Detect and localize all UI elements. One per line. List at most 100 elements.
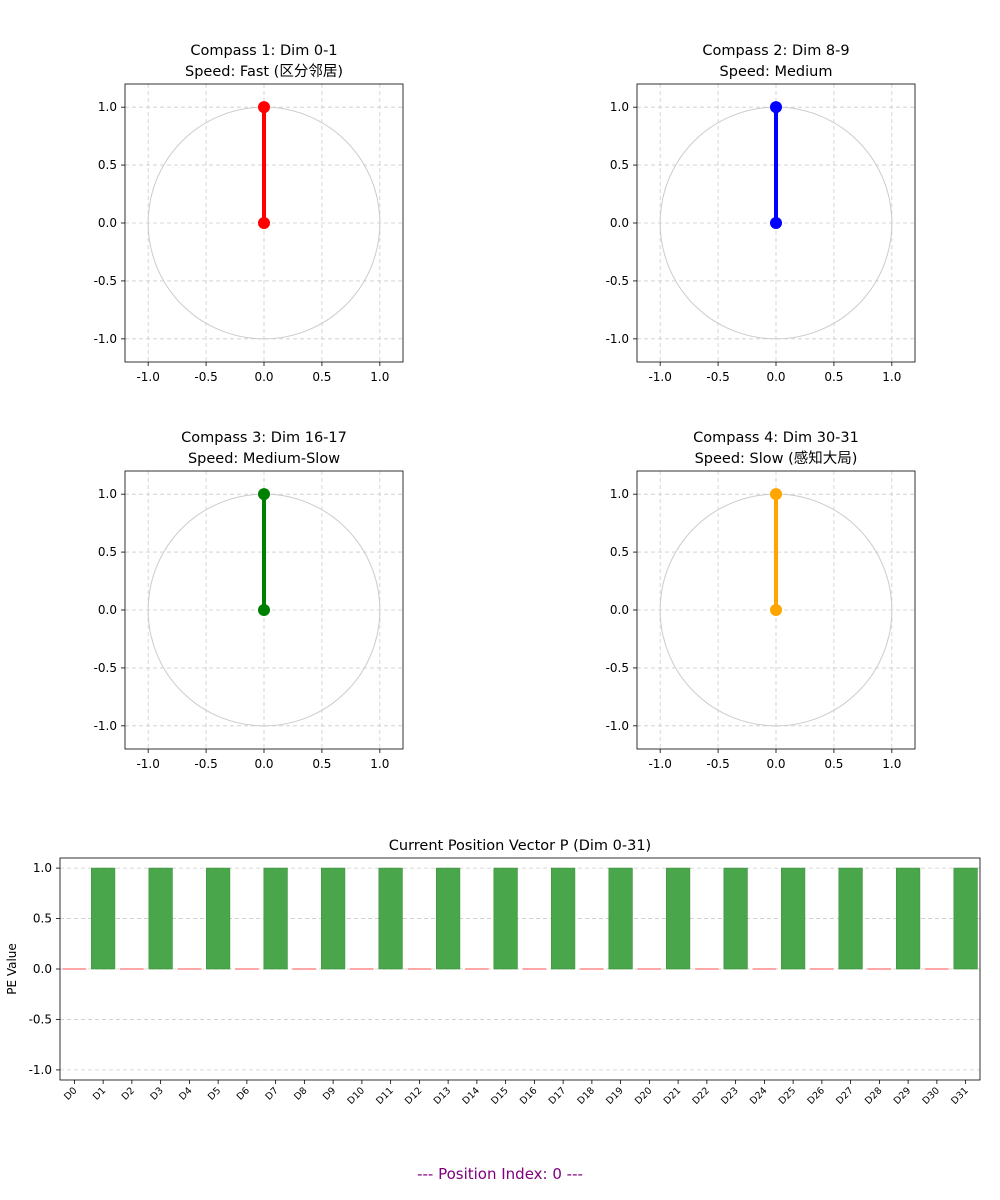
y-tick-label: -1.0 <box>29 1063 52 1077</box>
x-tick-label: D21 <box>662 1085 684 1107</box>
compass-subtitle: Speed: Fast (区分邻居) <box>185 63 343 80</box>
y-tick-label: -1.0 <box>606 332 629 346</box>
compass-title: Compass 4: Dim 30-31 <box>693 430 859 446</box>
y-tick-label: -0.5 <box>606 274 629 288</box>
bar-D25 <box>781 867 806 970</box>
y-tick-label: 0.5 <box>610 158 629 172</box>
y-tick-label: -1.0 <box>94 719 117 733</box>
y-tick-label: 0.0 <box>98 216 117 230</box>
x-tick-label: D19 <box>604 1085 626 1107</box>
position-index-label: --- Position Index: 0 --- <box>417 1165 583 1183</box>
x-tick-label: -0.5 <box>706 757 729 771</box>
bar-chart-title: Current Position Vector P (Dim 0-31) <box>389 838 651 854</box>
bar-D7 <box>263 867 288 970</box>
x-tick-label: -1.0 <box>136 370 159 384</box>
compass-1: Compass 1: Dim 0-1 Speed: Fast (区分邻居) -1.0… <box>94 43 404 384</box>
x-tick-label: D24 <box>748 1085 770 1107</box>
x-tick-label: D22 <box>690 1085 712 1107</box>
x-tick-label: D31 <box>949 1085 971 1107</box>
x-tick-label: D9 <box>321 1085 338 1102</box>
y-tick-label: 1.0 <box>33 861 52 875</box>
x-tick-label: 0.5 <box>824 757 843 771</box>
y-tick-label: 1.0 <box>610 487 629 501</box>
y-tick-label: 0.5 <box>98 545 117 559</box>
x-tick-label: D30 <box>920 1085 942 1107</box>
y-tick-label: 1.0 <box>610 100 629 114</box>
x-tick-label: -0.5 <box>706 370 729 384</box>
x-tick-label: D14 <box>460 1085 482 1107</box>
x-tick-label: D6 <box>235 1085 252 1102</box>
x-tick-label: D10 <box>345 1085 367 1107</box>
y-tick-label: 0.0 <box>610 603 629 617</box>
x-tick-label: D18 <box>575 1085 597 1107</box>
x-tick-label: -0.5 <box>194 757 217 771</box>
y-tick-label: -0.5 <box>94 274 117 288</box>
bar-D29 <box>896 867 921 970</box>
y-tick-label: 0.0 <box>98 603 117 617</box>
x-tick-label: D12 <box>403 1085 425 1107</box>
x-tick-label: D0 <box>62 1085 79 1102</box>
x-tick-label: 1.0 <box>882 370 901 384</box>
compass-subtitle: Speed: Medium-Slow <box>188 451 340 467</box>
vector-tip-point <box>770 488 782 501</box>
y-tick-label: 1.0 <box>98 100 117 114</box>
vector-origin-point <box>258 217 270 229</box>
y-tick-label: -0.5 <box>94 661 117 675</box>
vector-tip-point <box>258 101 270 114</box>
compass-title: Compass 2: Dim 8-9 <box>702 43 849 59</box>
compass-4: Compass 4: Dim 30-31 Speed: Slow (感知大局) -1… <box>606 430 916 771</box>
x-tick-label: D2 <box>120 1085 137 1102</box>
vector-origin-point <box>770 217 782 229</box>
x-tick-label: D17 <box>547 1085 569 1107</box>
x-tick-label: -1.0 <box>648 370 671 384</box>
bar-D19 <box>608 867 633 970</box>
x-tick-label: D5 <box>206 1085 223 1102</box>
y-tick-label: 0.0 <box>610 216 629 230</box>
bar-D1 <box>91 867 116 970</box>
bar-D31 <box>953 867 978 970</box>
bar-D13 <box>436 867 461 970</box>
y-tick-label: 0.5 <box>33 912 52 926</box>
y-axis-label: PE Value <box>5 943 19 995</box>
compass-title: Compass 1: Dim 0-1 <box>190 43 337 59</box>
y-tick-label: -1.0 <box>606 719 629 733</box>
x-tick-label: -1.0 <box>136 757 159 771</box>
x-tick-label: 0.5 <box>824 370 843 384</box>
x-tick-label: -0.5 <box>194 370 217 384</box>
x-tick-label: 0.0 <box>766 370 785 384</box>
x-tick-label: D26 <box>805 1085 827 1107</box>
bar-D15 <box>493 867 518 970</box>
y-tick-label: -0.5 <box>606 661 629 675</box>
x-tick-label: D1 <box>91 1085 108 1102</box>
y-tick-label: 0.0 <box>33 962 52 976</box>
x-tick-label: 1.0 <box>370 370 389 384</box>
x-tick-label: 0.0 <box>766 757 785 771</box>
x-tick-label: 1.0 <box>882 757 901 771</box>
bar-D3 <box>148 867 173 970</box>
x-tick-label: D8 <box>292 1085 309 1102</box>
vector-tip-point <box>258 488 270 501</box>
compass-subtitle: Speed: Slow (感知大局) <box>695 450 858 467</box>
x-tick-label: D13 <box>432 1085 454 1107</box>
y-tick-label: 0.5 <box>98 158 117 172</box>
compass-title: Compass 3: Dim 16-17 <box>181 430 347 446</box>
x-tick-label: 0.5 <box>312 370 331 384</box>
x-tick-label: D27 <box>834 1085 856 1107</box>
compass-subtitle: Speed: Medium <box>720 64 833 80</box>
vector-origin-point <box>770 604 782 616</box>
x-tick-label: D7 <box>264 1085 281 1102</box>
bar-D11 <box>378 867 403 970</box>
x-tick-label: 0.0 <box>254 757 273 771</box>
x-tick-label: 1.0 <box>370 757 389 771</box>
vector-origin-point <box>258 604 270 616</box>
x-tick-label: 0.5 <box>312 757 331 771</box>
compass-2: Compass 2: Dim 8-9 Speed: Medium -1.0 -0.5 0… <box>606 43 916 384</box>
bar-D21 <box>666 867 691 970</box>
x-tick-label: D25 <box>777 1085 799 1107</box>
x-tick-label: D20 <box>633 1085 655 1107</box>
x-tick-label: -1.0 <box>648 757 671 771</box>
bar-D17 <box>551 867 576 970</box>
x-tick-label: D15 <box>489 1085 511 1107</box>
y-tick-label: 1.0 <box>98 487 117 501</box>
